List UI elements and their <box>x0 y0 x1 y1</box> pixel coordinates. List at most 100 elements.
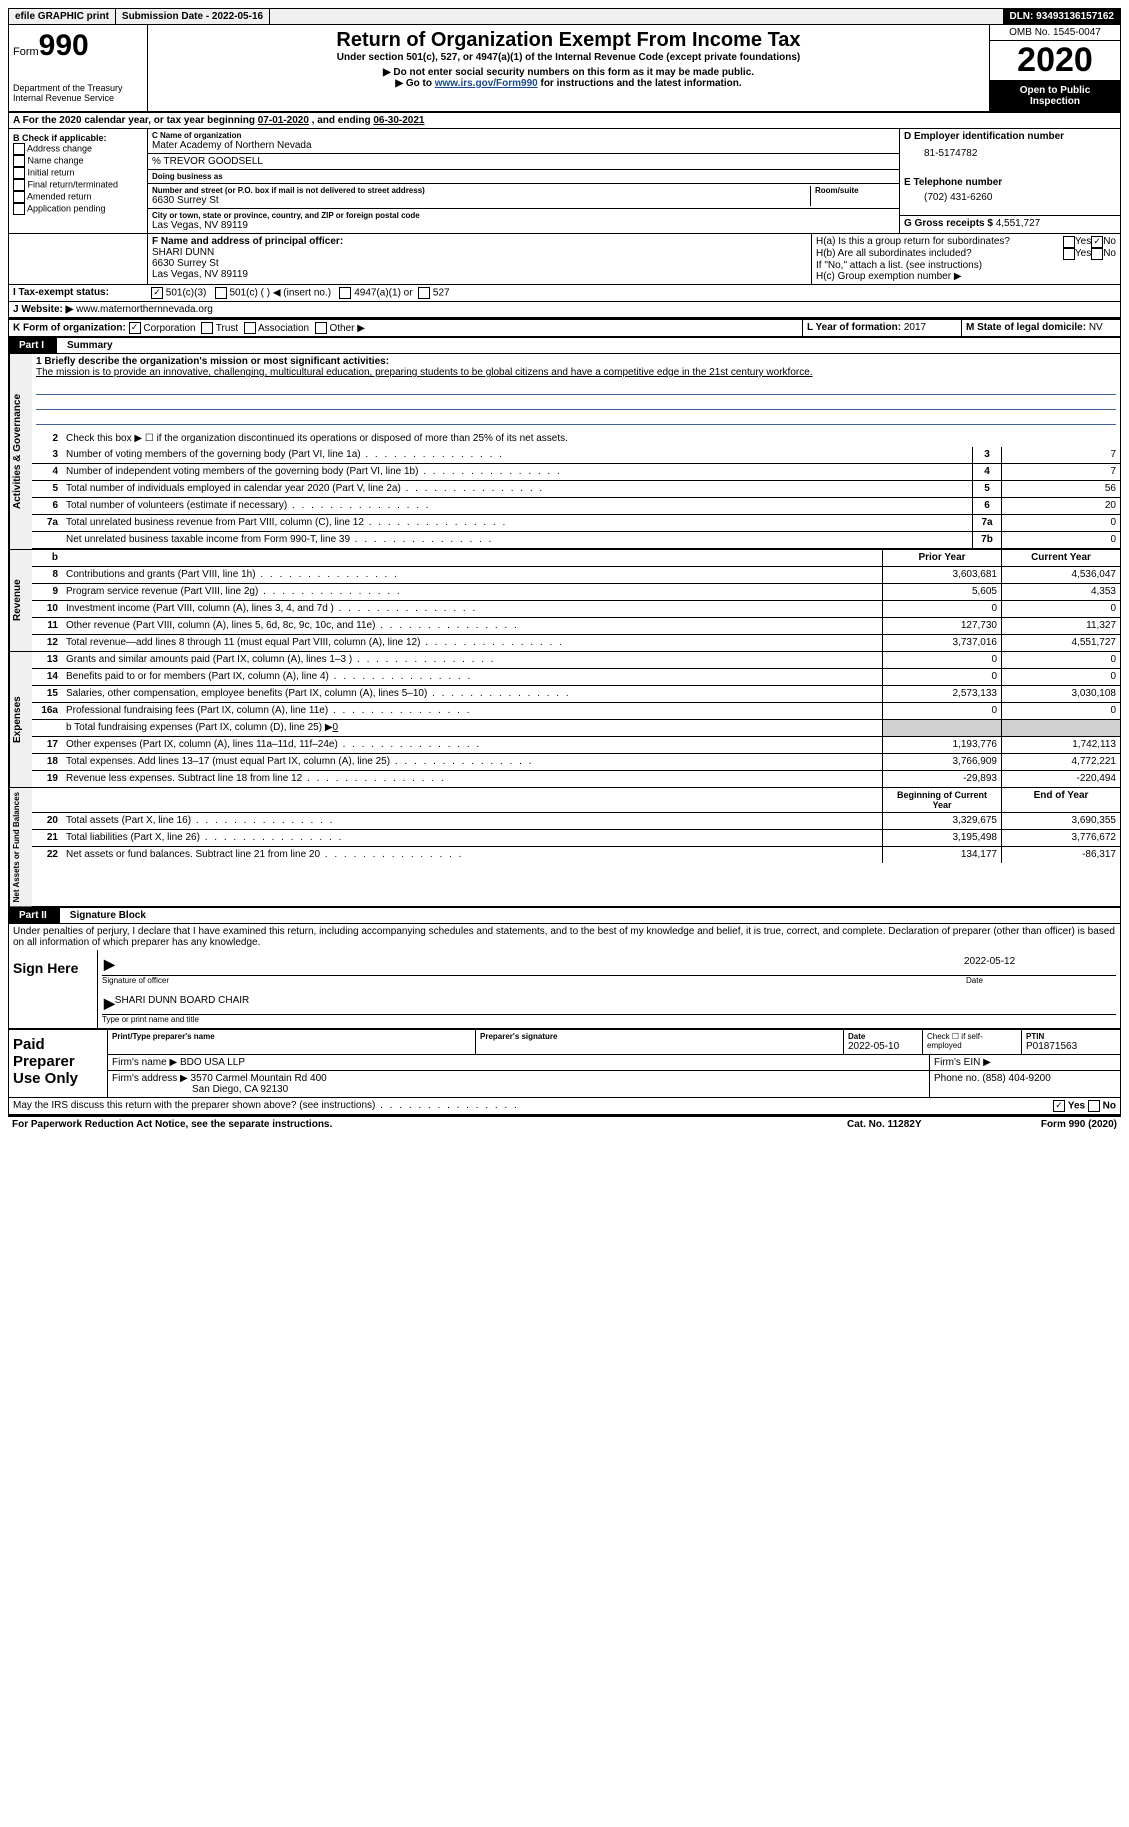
prior-val: 127,730 <box>882 618 1001 634</box>
checkbox[interactable] <box>13 167 25 179</box>
row-fh: F Name and address of principal officer:… <box>8 233 1121 285</box>
checkbox[interactable] <box>201 322 213 334</box>
discuss-yes[interactable]: ✓ <box>1053 1100 1065 1112</box>
ha-yes[interactable] <box>1063 236 1075 248</box>
checkbox[interactable] <box>13 191 25 203</box>
line-num: 3 <box>32 447 62 463</box>
current-val: 0 <box>1001 669 1120 685</box>
goto-post: for instructions and the latest informat… <box>538 78 742 89</box>
line-num: 12 <box>32 635 62 651</box>
line-text: Benefits paid to or for members (Part IX… <box>62 669 882 685</box>
line-text: Total expenses. Add lines 13–17 (must eq… <box>62 754 882 770</box>
box-b-title: B Check if applicable: <box>13 133 143 143</box>
prior-val: 0 <box>882 703 1001 719</box>
year-mid: , and ending <box>309 115 373 126</box>
part2-num: Part II <box>9 908 57 923</box>
street-address: 6630 Surrey St <box>152 195 810 206</box>
hb-no[interactable] <box>1091 248 1103 260</box>
checkbox[interactable]: ✓ <box>129 322 141 334</box>
prior-val: 0 <box>882 601 1001 617</box>
preparer-block: Paid Preparer Use Only Print/Type prepar… <box>8 1029 1121 1098</box>
prior-val: 0 <box>882 669 1001 685</box>
website-url[interactable]: www.maternorthernnevada.org <box>76 304 213 315</box>
opt-4947: 4947(a)(1) or <box>354 288 412 299</box>
line-num: 7a <box>32 515 62 531</box>
prior-val: 2,573,133 <box>882 686 1001 702</box>
line-text: Program service revenue (Part VIII, line… <box>62 584 882 600</box>
omb-number: OMB No. 1545-0047 <box>990 25 1120 40</box>
current-val: 4,353 <box>1001 584 1120 600</box>
checkbox[interactable] <box>13 179 25 191</box>
4947-check[interactable] <box>339 287 351 299</box>
expenses-side: Expenses <box>9 652 32 787</box>
checkbox[interactable] <box>315 322 327 334</box>
line-text: Revenue less expenses. Subtract line 18 … <box>62 771 882 787</box>
prior-val: 3,766,909 <box>882 754 1001 770</box>
527-check[interactable] <box>418 287 430 299</box>
checkbox[interactable] <box>244 322 256 334</box>
city-label: City or town, state or province, country… <box>152 211 895 220</box>
year-pre: A For the 2020 calendar year, or tax yea… <box>13 115 258 126</box>
line-text: Number of voting members of the governin… <box>62 447 972 463</box>
phone: (702) 431-6260 <box>904 188 1116 207</box>
shaded-cell <box>882 720 1001 736</box>
501c-check[interactable] <box>215 287 227 299</box>
discuss-no[interactable] <box>1088 1100 1100 1112</box>
checkbox[interactable] <box>13 155 25 167</box>
sig-date-label: Date <box>966 976 1116 985</box>
ha-label: H(a) Is this a group return for subordin… <box>816 236 1063 248</box>
domicile: NV <box>1089 322 1103 333</box>
current-year-header: Current Year <box>1001 550 1120 566</box>
self-employed-check[interactable]: Check ☐ if self-employed <box>923 1030 1022 1054</box>
sign-date: 2022-05-12 <box>964 956 1114 973</box>
irs-link[interactable]: www.irs.gov/Form990 <box>435 78 538 89</box>
prior-val: 3,737,016 <box>882 635 1001 651</box>
submission-date: Submission Date - 2022-05-16 <box>116 9 270 24</box>
tax-status-label: I Tax-exempt status: <box>13 287 109 298</box>
ha-no[interactable]: ✓ <box>1091 236 1103 248</box>
officer-label: F Name and address of principal officer: <box>152 236 807 247</box>
line16b-val: 0 <box>333 722 339 733</box>
line-text: Number of independent voting members of … <box>62 464 972 480</box>
public-inspection: Open to Public Inspection <box>990 81 1120 111</box>
line-text: Other revenue (Part VIII, column (A), li… <box>62 618 882 634</box>
line16b-text: b Total fundraising expenses (Part IX, c… <box>66 722 333 733</box>
hb-label: H(b) Are all subordinates included? <box>816 248 1063 260</box>
city-state-zip: Las Vegas, NV 89119 <box>152 220 895 231</box>
line-num: 6 <box>32 498 62 514</box>
dept-treasury: Department of the Treasury Internal Reve… <box>13 83 143 103</box>
501c3-check[interactable]: ✓ <box>151 287 163 299</box>
prior-val: 3,195,498 <box>882 830 1001 846</box>
line-val: 20 <box>1001 498 1120 514</box>
revenue-section: Revenue b Prior Year Current Year 8Contr… <box>8 549 1121 651</box>
line-text: Salaries, other compensation, employee b… <box>62 686 882 702</box>
form-header: Form990 Department of the Treasury Inter… <box>8 25 1121 111</box>
line-num: 4 <box>32 464 62 480</box>
line-box: 7b <box>972 532 1001 548</box>
line-text: Investment income (Part VIII, column (A)… <box>62 601 882 617</box>
ptin: P01871563 <box>1026 1041 1077 1052</box>
checkbox[interactable] <box>13 203 25 215</box>
goto-pre: ▶ Go to <box>395 78 434 89</box>
hb-yes[interactable] <box>1063 248 1075 260</box>
efile-button[interactable]: efile GRAPHIC print <box>9 9 116 24</box>
discuss-text: May the IRS discuss this return with the… <box>13 1100 375 1111</box>
line-val: 7 <box>1001 464 1120 480</box>
dba-label: Doing business as <box>152 172 895 181</box>
boxb-option: Name change <box>13 155 143 167</box>
checkbox[interactable] <box>13 143 25 155</box>
hb-note: If "No," attach a list. (see instruction… <box>816 260 1116 271</box>
year-end: 06-30-2021 <box>373 115 424 126</box>
paperwork-notice: For Paperwork Reduction Act Notice, see … <box>12 1119 847 1130</box>
line-num: 15 <box>32 686 62 702</box>
boxb-option: Address change <box>13 143 143 155</box>
line-num: 21 <box>32 830 62 846</box>
penalties-text: Under penalties of perjury, I declare th… <box>8 924 1121 950</box>
line-num: 20 <box>32 813 62 829</box>
line-num <box>32 532 62 548</box>
line-val: 56 <box>1001 481 1120 497</box>
line-num: 22 <box>32 847 62 863</box>
section-bcd: B Check if applicable: Address change Na… <box>8 129 1121 233</box>
line-text: Other expenses (Part IX, column (A), lin… <box>62 737 882 753</box>
line-num: 19 <box>32 771 62 787</box>
